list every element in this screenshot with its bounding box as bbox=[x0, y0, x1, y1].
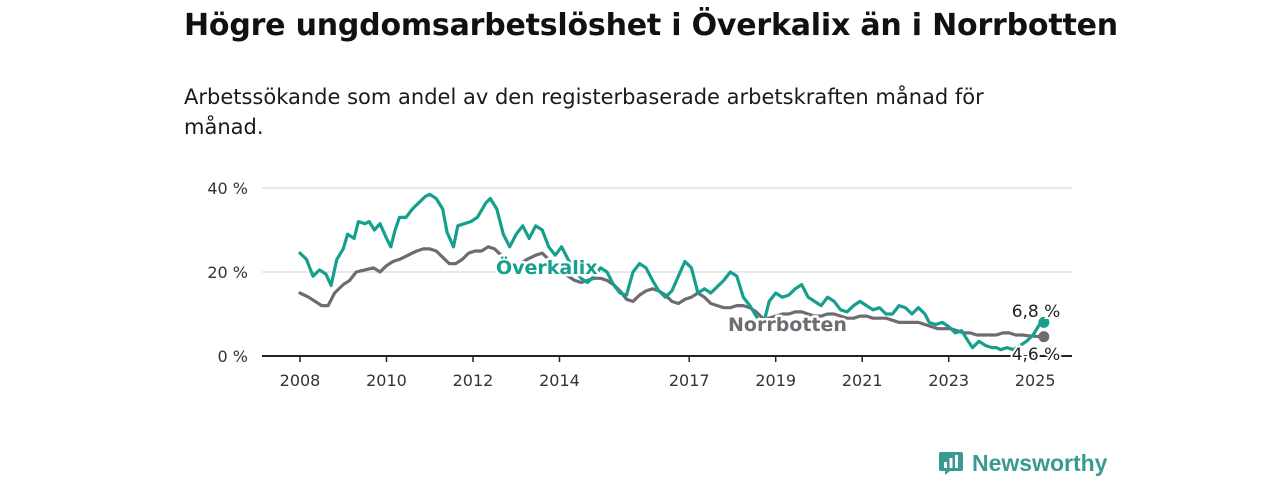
chart-subtitle: Arbetssökande som andel av den registerb… bbox=[184, 85, 984, 139]
y-tick-label: 40 % bbox=[207, 179, 248, 198]
end-value-norrbotten: 4,6 % bbox=[1012, 345, 1061, 365]
x-tick-label: 2023 bbox=[928, 371, 969, 390]
y-tick-label: 20 % bbox=[207, 263, 248, 282]
x-tick-label: 2008 bbox=[280, 371, 321, 390]
x-tick-label: 2010 bbox=[366, 371, 407, 390]
x-tick-label: 2025 bbox=[1015, 371, 1056, 390]
series-line-överkalix bbox=[298, 192, 1046, 352]
newsworthy-logo[interactable]: Newsworthy bbox=[938, 448, 1107, 478]
brand-name: Newsworthy bbox=[972, 449, 1108, 476]
x-tick-label: 2012 bbox=[453, 371, 494, 390]
y-tick-label: 0 % bbox=[218, 347, 248, 366]
x-tick-label: 2019 bbox=[755, 371, 796, 390]
newsworthy-chart-logo-icon bbox=[939, 452, 963, 475]
end-value-overkalix: 6,8 % bbox=[1012, 302, 1061, 322]
series-label-overkalix: Överkalix bbox=[496, 255, 598, 279]
series-label-norrbotten: Norrbotten bbox=[728, 314, 847, 336]
end-point-överkalix bbox=[1038, 316, 1050, 328]
x-tick-label: 2014 bbox=[539, 371, 580, 390]
x-tick-label: 2017 bbox=[669, 371, 710, 390]
chart-title: Högre ungdomsarbetslöshet i Överkalix än… bbox=[184, 8, 1118, 43]
end-point-norrbotten bbox=[1038, 331, 1050, 343]
series-line-norrbotten bbox=[298, 245, 1046, 339]
x-tick-label: 2021 bbox=[842, 371, 883, 390]
